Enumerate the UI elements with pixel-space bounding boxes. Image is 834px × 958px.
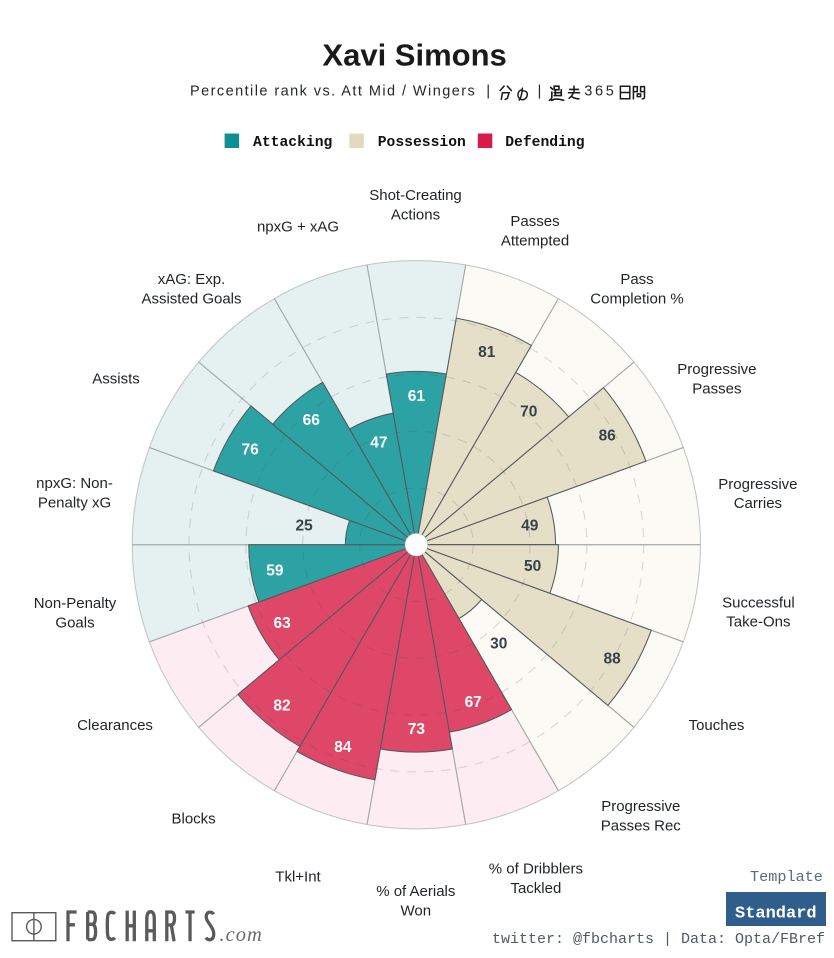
svg-text:xAG: Exp.: xAG: Exp. — [158, 271, 226, 288]
svg-text:66: 66 — [303, 412, 321, 429]
svg-text:npxG + xAG: npxG + xAG — [257, 218, 339, 235]
svg-text:Attacking: Attacking — [253, 135, 332, 151]
svg-text:Completion %: Completion % — [590, 291, 683, 308]
svg-text:59: 59 — [266, 562, 284, 579]
svg-text:84: 84 — [334, 739, 352, 756]
svg-text:30: 30 — [490, 636, 507, 653]
svg-text:Template: Template — [750, 868, 823, 886]
svg-text:Clearances: Clearances — [77, 717, 153, 734]
svg-text:Shot-Creating: Shot-Creating — [369, 187, 462, 204]
svg-text:Take-Ons: Take-Ons — [726, 614, 790, 631]
svg-text:Non-Penalty: Non-Penalty — [34, 595, 117, 612]
svg-text:Progressive: Progressive — [718, 476, 797, 493]
svg-text:.com: .com — [220, 924, 263, 946]
svg-text:Won: Won — [401, 903, 432, 920]
svg-text:Standard: Standard — [735, 905, 817, 924]
svg-text:twitter: @fbcharts | Data: Opt: twitter: @fbcharts | Data: Opta/FBref — [492, 931, 825, 948]
svg-text:Passes Rec: Passes Rec — [601, 818, 682, 835]
svg-text:|: | — [538, 83, 542, 100]
svg-text:63: 63 — [273, 615, 291, 632]
svg-text:Percentile rank vs. Att Mid /: Percentile rank vs. Att Mid / Wingers — [190, 84, 476, 100]
svg-text:Progressive: Progressive — [677, 361, 756, 378]
svg-text:Actions: Actions — [391, 207, 440, 224]
svg-text:|: | — [486, 83, 490, 100]
svg-text:Successful: Successful — [722, 594, 795, 611]
svg-text:% of Aerials: % of Aerials — [376, 883, 455, 900]
svg-text:Tackled: Tackled — [510, 880, 561, 897]
svg-text:88: 88 — [603, 651, 621, 668]
svg-text:Passes: Passes — [510, 213, 559, 230]
svg-text:npxG: Non-: npxG: Non- — [36, 475, 113, 492]
svg-text:25: 25 — [295, 518, 313, 535]
svg-text:67: 67 — [465, 694, 482, 711]
svg-text:Penalty xG: Penalty xG — [38, 495, 111, 512]
svg-text:47: 47 — [370, 435, 387, 452]
svg-text:86: 86 — [599, 427, 617, 444]
svg-text:% of Dribblers: % of Dribblers — [489, 861, 583, 878]
svg-text:Goals: Goals — [55, 615, 94, 632]
svg-text:Defending: Defending — [505, 135, 584, 151]
svg-text:Xavi Simons: Xavi Simons — [322, 38, 506, 73]
svg-text:76: 76 — [241, 442, 259, 459]
svg-text:365: 365 — [584, 84, 616, 100]
svg-text:70: 70 — [520, 404, 537, 421]
svg-text:Assisted Goals: Assisted Goals — [141, 291, 241, 308]
svg-text:73: 73 — [408, 721, 426, 738]
svg-text:Progressive: Progressive — [601, 798, 680, 815]
svg-text:49: 49 — [521, 518, 539, 535]
svg-text:50: 50 — [524, 558, 541, 575]
svg-text:Passes: Passes — [692, 381, 741, 398]
svg-text:Pass: Pass — [620, 271, 653, 288]
svg-text:Tkl+Int: Tkl+Int — [275, 868, 321, 885]
svg-text:61: 61 — [408, 388, 426, 405]
svg-text:Carries: Carries — [734, 495, 782, 512]
svg-text:82: 82 — [273, 698, 290, 715]
svg-text:Possession: Possession — [378, 135, 466, 151]
svg-text:Touches: Touches — [689, 717, 745, 734]
svg-text:81: 81 — [478, 344, 496, 361]
svg-text:Attempted: Attempted — [501, 233, 569, 250]
svg-text:Blocks: Blocks — [172, 810, 216, 827]
svg-text:Assists: Assists — [92, 370, 140, 387]
